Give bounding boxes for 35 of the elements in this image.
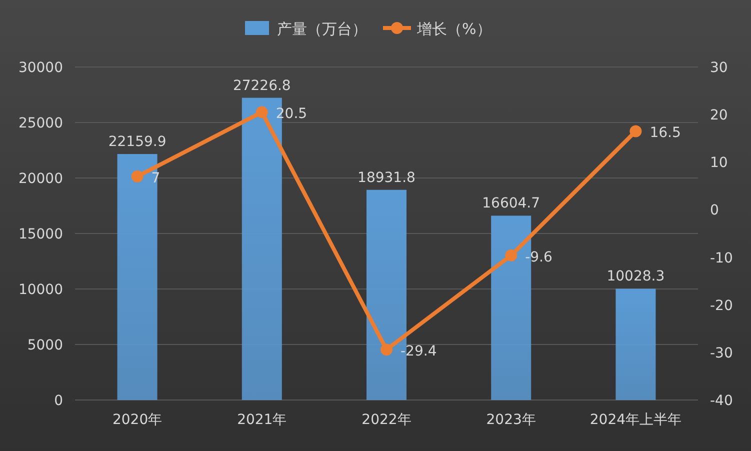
y-tick-label: 10000: [18, 282, 63, 298]
y-tick-label: 20000: [18, 171, 63, 187]
y2-tick-label: 20: [710, 108, 728, 124]
y2-tick-label: 10: [710, 155, 728, 172]
y-tick-label: 25000: [18, 116, 63, 132]
data-label: 16.5: [650, 125, 681, 142]
y-tick-label: 5000: [27, 338, 63, 354]
point: [630, 125, 642, 138]
y2-tick-label: -20: [710, 298, 733, 314]
y-tick-label: 0: [54, 393, 63, 409]
data-label: 10028.3: [606, 268, 665, 285]
bar: [616, 288, 656, 400]
data-label: 22159.9: [108, 134, 166, 150]
x-tick-label: 2020年: [112, 412, 162, 428]
x-tick-label: 2021年: [237, 412, 287, 428]
point: [131, 170, 144, 182]
x-tick-label: 2024年上半年: [590, 412, 682, 428]
point: [505, 249, 518, 262]
x-tick-label: 2022年: [362, 412, 412, 428]
y-tick-label: 15000: [18, 226, 63, 242]
y-tick-label: 30000: [18, 60, 63, 76]
data-label: 16604.7: [482, 196, 540, 212]
bar: [117, 154, 158, 400]
y2-tick-label: -10: [710, 250, 733, 266]
data-label: 27226.8: [232, 78, 291, 94]
x-tick-label: 2023年: [486, 412, 536, 428]
y2-tick-label: 0: [710, 202, 719, 219]
point: [380, 344, 392, 356]
legend-label: 产量（万台）: [277, 20, 367, 38]
data-label: 18931.8: [358, 170, 416, 186]
point: [256, 106, 268, 118]
y2-tick-label: -30: [710, 345, 733, 362]
legend-label: 增长（%）: [416, 20, 492, 38]
y2-tick-label: -40: [710, 393, 733, 409]
y2-tick-label: 30: [710, 60, 728, 76]
